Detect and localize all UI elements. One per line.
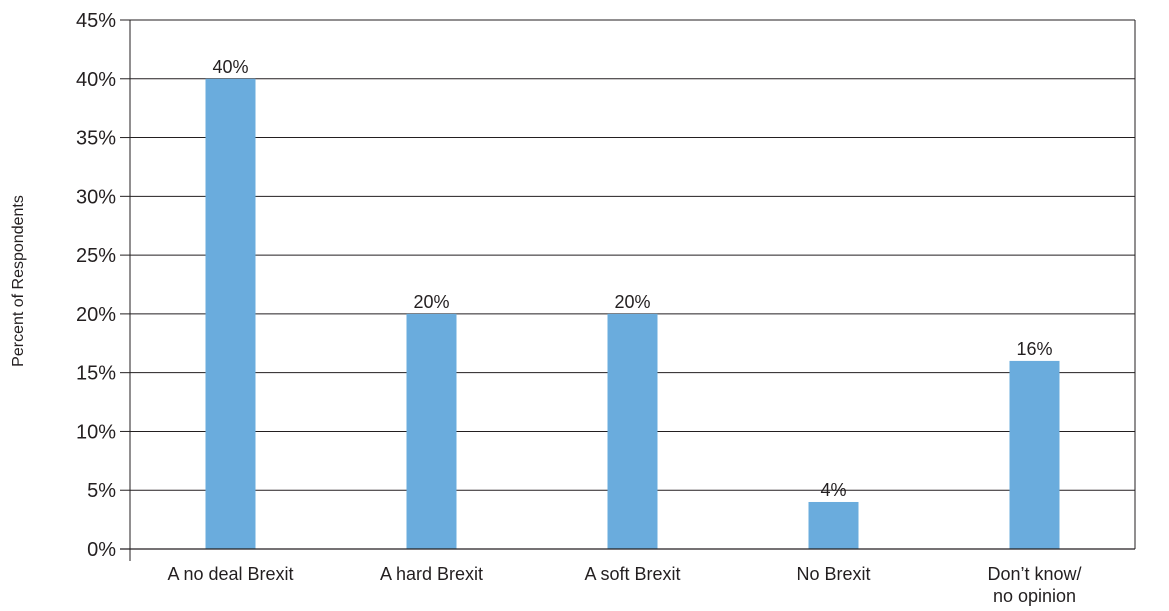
y-tick-label: 30% [76,186,116,208]
y-tick-label: 35% [76,128,116,150]
y-tick-label: 45% [76,10,116,32]
x-axis-category-labels: A no deal Brexit A hard Brexit A soft Brex… [167,564,1081,606]
grid-lines [130,19,1135,491]
bar [1009,360,1060,549]
y-tick-label: 15% [76,363,116,385]
bar-value-label: 20% [413,292,449,312]
y-axis-tick-labels: 0% 5% 10% 15% 20% 25% 30% 35% 40% 45% [76,10,116,561]
y-tick-label: 5% [87,480,116,502]
y-tick-label: 40% [76,69,116,91]
x-category-label: A soft Brexit [584,564,680,584]
data-labels: 40% 20% 20% 4% 16% [212,57,1052,500]
bar-value-label: 40% [212,57,248,77]
x-category-label: No Brexit [796,564,870,584]
axes [120,19,1136,561]
y-axis-title: Percent of Respondents [10,195,27,367]
x-category-label: A hard Brexit [380,564,483,584]
y-tick-label: 10% [76,421,116,443]
y-tick-label: 25% [76,245,116,267]
bar-value-label: 16% [1016,339,1052,359]
x-category-label: no opinion [993,586,1076,606]
bar-value-label: 20% [614,292,650,312]
x-category-label: A no deal Brexit [167,564,293,584]
bar [607,313,658,549]
bar [808,501,859,549]
y-tick-label: 20% [76,304,116,326]
x-category-label: Don’t know/ [987,564,1081,584]
bars [205,78,1060,550]
bar [205,78,256,550]
y-tick-label: 0% [87,539,116,561]
bar [406,313,457,549]
bar-value-label: 4% [820,480,846,500]
